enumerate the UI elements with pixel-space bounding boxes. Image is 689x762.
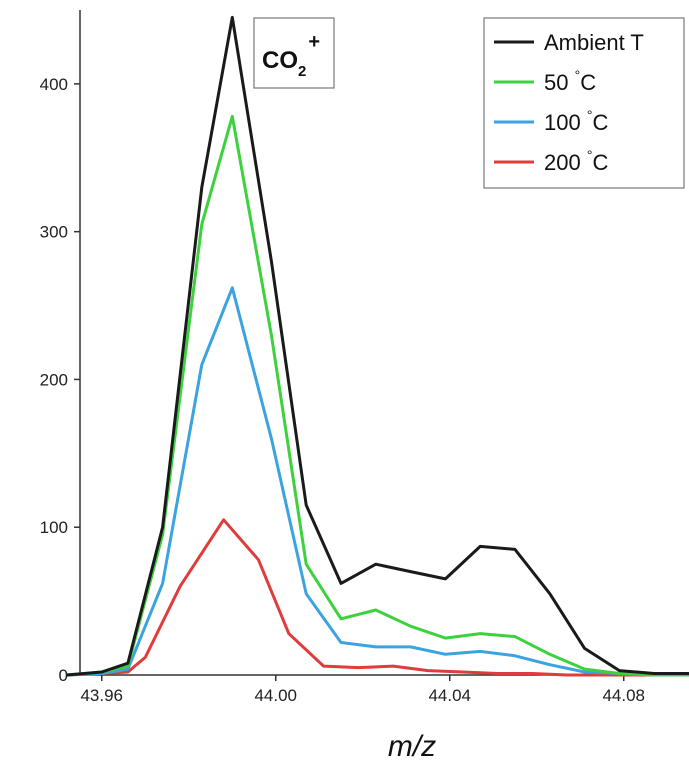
x-tick-labels: 43.96 44.00 44.04 44.08: [80, 686, 645, 705]
x-tick-label: 44.04: [428, 686, 471, 705]
y-tick-label: 400: [40, 75, 68, 94]
y-tick-label: 200: [40, 370, 68, 389]
y-tick-label: 300: [40, 223, 68, 242]
series-line-100: [67, 288, 689, 675]
x-tick-label: 44.00: [254, 686, 297, 705]
ion-label-box: CO2+: [254, 18, 334, 88]
x-tick-label: 44.08: [602, 686, 645, 705]
ion-label-superscript: +: [308, 31, 320, 53]
legend-label-50: 50 °C: [544, 67, 596, 95]
ion-label-subscript: 2: [298, 63, 306, 80]
legend-label-200: 200 °C: [544, 147, 608, 175]
legend-label-ambient-t: Ambient T: [544, 30, 644, 55]
x-axis-title: m/z: [388, 730, 436, 762]
ion-label-base: CO: [262, 47, 298, 74]
y-tick-label: 100: [40, 518, 68, 537]
legend-label-100: 100 °C: [544, 107, 608, 135]
y-tick-labels: 0 100 200 300 400: [40, 75, 68, 685]
legend: Ambient T 50 °C 100 °C 200 °C: [484, 18, 684, 188]
x-tick-label: 43.96: [80, 686, 123, 705]
y-tick-label: 0: [59, 666, 68, 685]
